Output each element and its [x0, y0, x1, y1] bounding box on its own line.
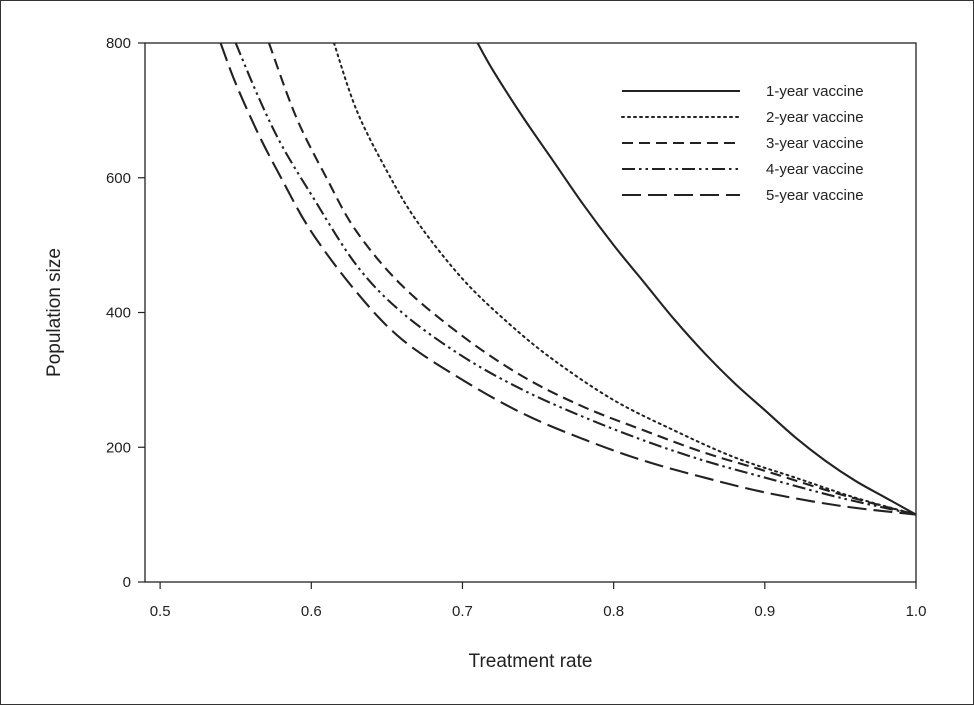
- series-line-1: [476, 43, 916, 516]
- y-axis-title: Population size: [44, 248, 65, 377]
- plot-lines: [219, 43, 916, 516]
- legend-label-2: 2-year vaccine: [766, 109, 864, 126]
- series-line-2: [332, 43, 916, 516]
- series-line-5: [219, 43, 916, 516]
- y-tick-label: 200: [106, 439, 131, 456]
- y-tick-label: 800: [106, 35, 131, 52]
- x-tick-label: 1.0: [906, 603, 927, 620]
- x-tick-label: 0.8: [603, 603, 624, 620]
- legend-label-4: 4-year vaccine: [766, 161, 864, 178]
- x-tick-label: 0.9: [754, 603, 775, 620]
- legend-label-1: 1-year vaccine: [766, 83, 864, 100]
- x-tick-label: 0.5: [150, 603, 171, 620]
- series-line-4: [234, 43, 916, 516]
- legend: 1-year vaccine 2-year vaccine 3-year vacci…: [621, 83, 864, 204]
- y-tick-label: 0: [123, 574, 131, 591]
- y-tick-label: 400: [106, 305, 131, 322]
- x-tick-label: 0.6: [301, 603, 322, 620]
- x-axis-title: Treatment rate: [469, 651, 593, 672]
- legend-label-3: 3-year vaccine: [766, 135, 864, 152]
- x-axis: 0.5 0.6 0.7 0.8 0.9 1.0: [150, 582, 927, 620]
- x-tick-label: 0.7: [452, 603, 473, 620]
- y-axis: 0 200 400 600 800: [106, 35, 145, 591]
- series-line-3: [267, 43, 916, 516]
- legend-label-5: 5-year vaccine: [766, 187, 864, 204]
- y-tick-label: 600: [106, 170, 131, 187]
